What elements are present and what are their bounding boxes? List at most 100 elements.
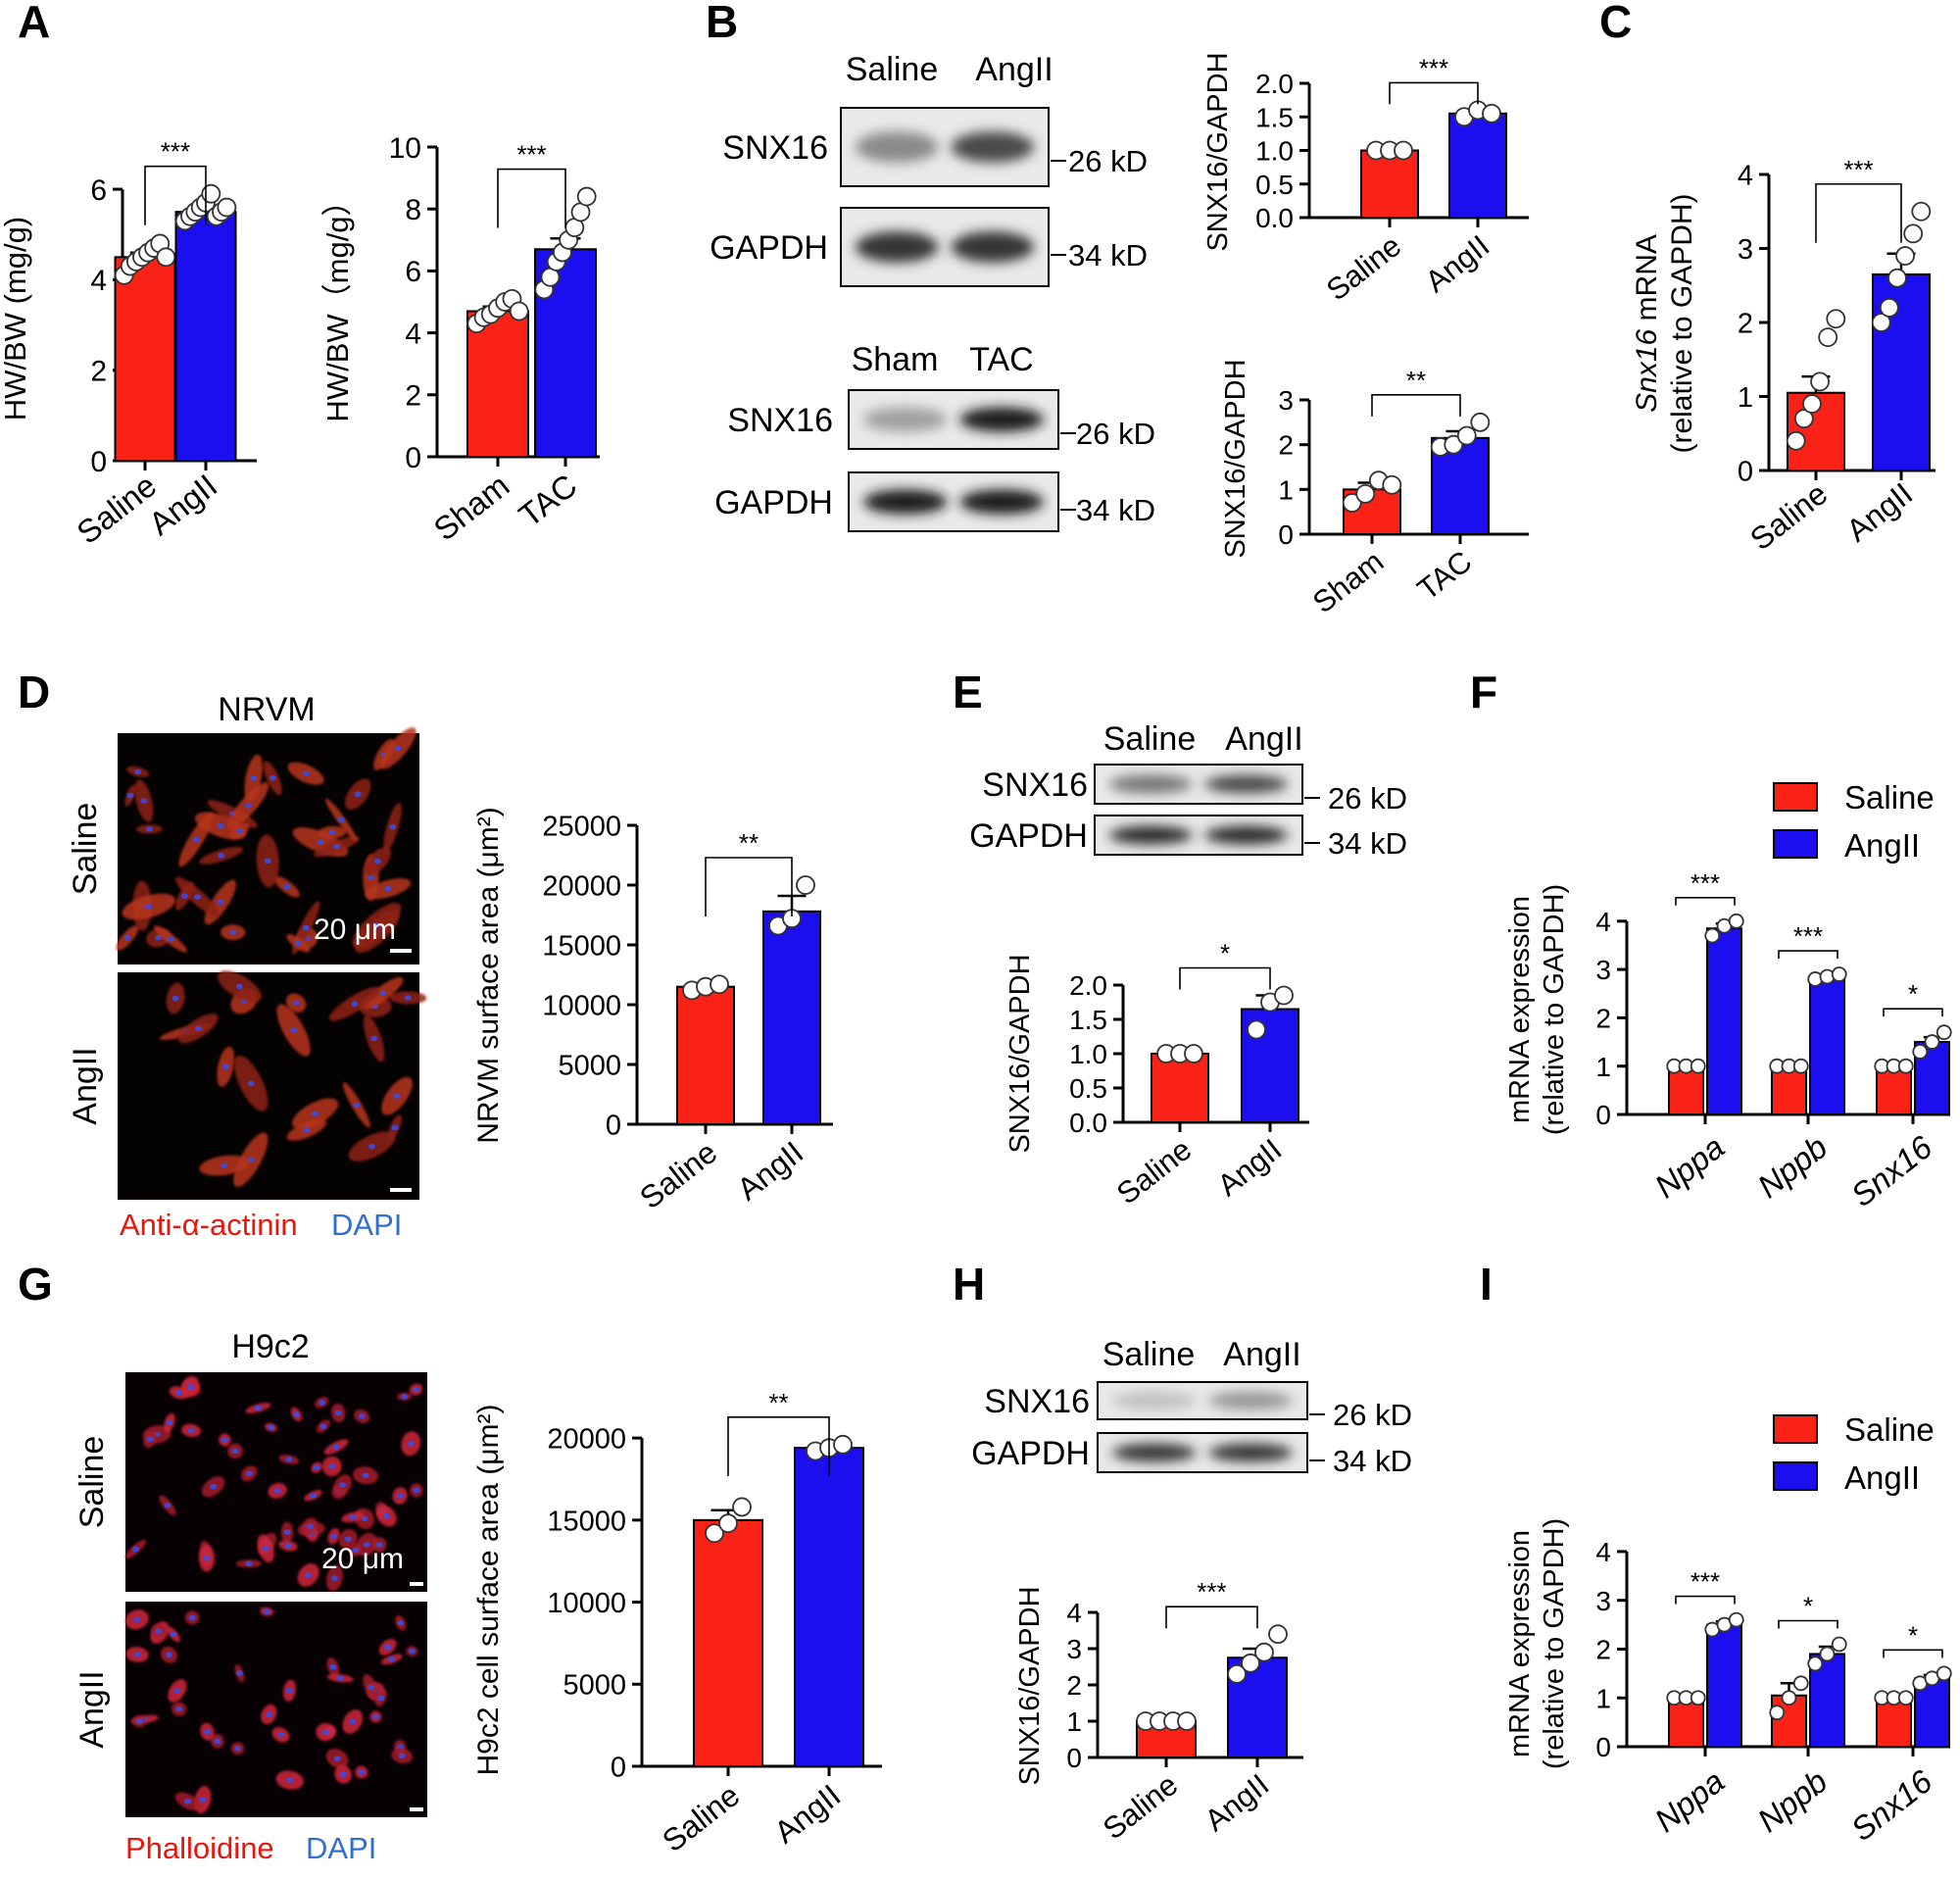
nucleus bbox=[384, 885, 392, 892]
data-point bbox=[1936, 1665, 1952, 1682]
chart-h-snx16: 0 1 2 3 4 SNX16/GAPDH Saline AngII *** bbox=[1014, 1577, 1303, 1847]
molecular-weight-label: 26 kD bbox=[1328, 781, 1407, 816]
molecular-weight-label: 34 kD bbox=[1068, 238, 1148, 272]
blot-band bbox=[951, 131, 1035, 163]
data-point bbox=[1177, 1711, 1197, 1731]
y-tick-label: 1.5 bbox=[1255, 102, 1294, 132]
y-axis-label: (relative to GAPDH) bbox=[1666, 193, 1698, 453]
data-point bbox=[1903, 223, 1924, 244]
y-tick-label: 3 bbox=[1738, 234, 1753, 266]
legend-label-angii: AngII bbox=[1844, 1459, 1920, 1496]
blot-band bbox=[855, 231, 939, 263]
nucleus bbox=[401, 1394, 409, 1400]
nucleus bbox=[372, 922, 380, 928]
protein-label: GAPDH bbox=[710, 229, 828, 267]
y-axis-label: (relative to GAPDH) bbox=[1539, 884, 1570, 1135]
row-label-angii: AngII bbox=[74, 1670, 111, 1748]
data-point bbox=[1247, 1019, 1266, 1040]
y-tick-label: 3 bbox=[1595, 955, 1611, 985]
significance-bracket bbox=[1778, 950, 1838, 960]
scale-bar bbox=[410, 1807, 423, 1811]
y-axis-label: SNX16/GAPDH bbox=[1220, 359, 1251, 558]
x-tick-label: Nppa bbox=[1647, 1128, 1731, 1205]
nucleus bbox=[184, 1798, 192, 1805]
protein-label: SNX16 bbox=[984, 1383, 1090, 1420]
nucleus bbox=[218, 853, 225, 859]
nucleus bbox=[333, 1755, 341, 1761]
nucleus bbox=[186, 1383, 194, 1390]
lane-label: Saline bbox=[1103, 720, 1197, 758]
y-tick-label: 0 bbox=[1595, 1100, 1611, 1130]
nucleus bbox=[377, 1695, 385, 1702]
nucleus bbox=[305, 1572, 313, 1578]
microscopy-title: H9c2 bbox=[231, 1328, 309, 1365]
bar-angii bbox=[1706, 927, 1742, 1115]
data-point bbox=[1470, 412, 1491, 432]
nucleus bbox=[339, 1482, 347, 1488]
y-tick-label: 4 bbox=[90, 265, 107, 297]
x-tick-label: Saline bbox=[1097, 1767, 1184, 1847]
data-point bbox=[1810, 371, 1830, 392]
data-point bbox=[509, 301, 529, 321]
nucleus bbox=[407, 1440, 415, 1447]
nucleus bbox=[285, 1688, 293, 1694]
western-blot-e: Saline AngII SNX16 26 kD GAPDH 34 kD bbox=[969, 720, 1407, 861]
x-tick-label: Snx16 bbox=[1844, 1128, 1939, 1213]
y-axis-label: SNX16/GAPDH bbox=[1202, 52, 1234, 251]
panel-label-d: D bbox=[18, 667, 50, 717]
significance-label: ** bbox=[1406, 366, 1426, 395]
y-tick-label: 10000 bbox=[542, 990, 621, 1021]
nucleus bbox=[344, 1536, 352, 1542]
data-point bbox=[1924, 1034, 1940, 1050]
y-tick-label: 2 bbox=[90, 355, 107, 387]
chart-b-snx16-angii: 0.00.51.0 1.52.0 SNX16/GAPDH Saline AngII *** bbox=[1202, 52, 1529, 308]
nucleus bbox=[235, 1670, 243, 1676]
significance-bracket bbox=[727, 1416, 830, 1476]
row-label-saline: Saline bbox=[67, 803, 104, 896]
panel-label-b: B bbox=[706, 0, 738, 47]
y-tick-label: 4 bbox=[1595, 1537, 1611, 1567]
y-tick-label: 0 bbox=[405, 442, 421, 474]
y-axis-label: NRVM surface area (μm²) bbox=[472, 807, 505, 1143]
nucleus bbox=[408, 1648, 416, 1655]
significance-label: ** bbox=[739, 828, 759, 858]
blot-band bbox=[1204, 774, 1289, 794]
nucleus bbox=[126, 792, 134, 799]
y-tick-label: 0 bbox=[1595, 1732, 1611, 1762]
significance-bracket bbox=[144, 165, 207, 225]
y-tick-label: 25000 bbox=[542, 811, 621, 842]
nucleus bbox=[273, 1488, 281, 1494]
blot-band bbox=[1111, 1443, 1197, 1462]
blot-band bbox=[1208, 1391, 1294, 1410]
y-tick-label: 2 bbox=[405, 380, 421, 413]
y-axis-label: Snx16 mRNA bbox=[1631, 234, 1663, 413]
nucleus bbox=[368, 874, 375, 880]
data-point bbox=[1704, 927, 1721, 944]
nucleus bbox=[375, 1542, 383, 1548]
molecular-weight-label: 34 kD bbox=[1333, 1444, 1412, 1478]
x-tick-label: Snx16 bbox=[1844, 1762, 1939, 1848]
bar-angii bbox=[1914, 1041, 1950, 1115]
nucleus bbox=[354, 791, 362, 798]
significance-bracket bbox=[1389, 81, 1479, 105]
legend-label-angii: AngII bbox=[1844, 827, 1920, 864]
nucleus bbox=[123, 935, 131, 941]
x-tick-label: Saline bbox=[1320, 228, 1407, 308]
scale-bar-label: 20 μm bbox=[314, 914, 396, 946]
panel-label-e: E bbox=[953, 667, 983, 717]
blot-band bbox=[855, 131, 939, 163]
lane-label: AngII bbox=[975, 51, 1053, 88]
x-tick-label: AngII bbox=[1419, 228, 1496, 299]
y-tick-label: 4 bbox=[1595, 907, 1611, 937]
nucleus bbox=[306, 1523, 314, 1530]
x-tick-label: AngII bbox=[1839, 475, 1919, 548]
data-point bbox=[1274, 985, 1294, 1006]
nucleus bbox=[175, 1706, 183, 1712]
x-tick-label: Saline bbox=[1110, 1132, 1198, 1211]
y-tick-label: 0.5 bbox=[1255, 170, 1294, 200]
y-tick-label: 2 bbox=[1278, 430, 1294, 461]
molecular-weight-label: 26 kD bbox=[1333, 1398, 1412, 1432]
data-point bbox=[1241, 1653, 1260, 1673]
data-point bbox=[1690, 1690, 1706, 1706]
data-point bbox=[576, 186, 597, 207]
